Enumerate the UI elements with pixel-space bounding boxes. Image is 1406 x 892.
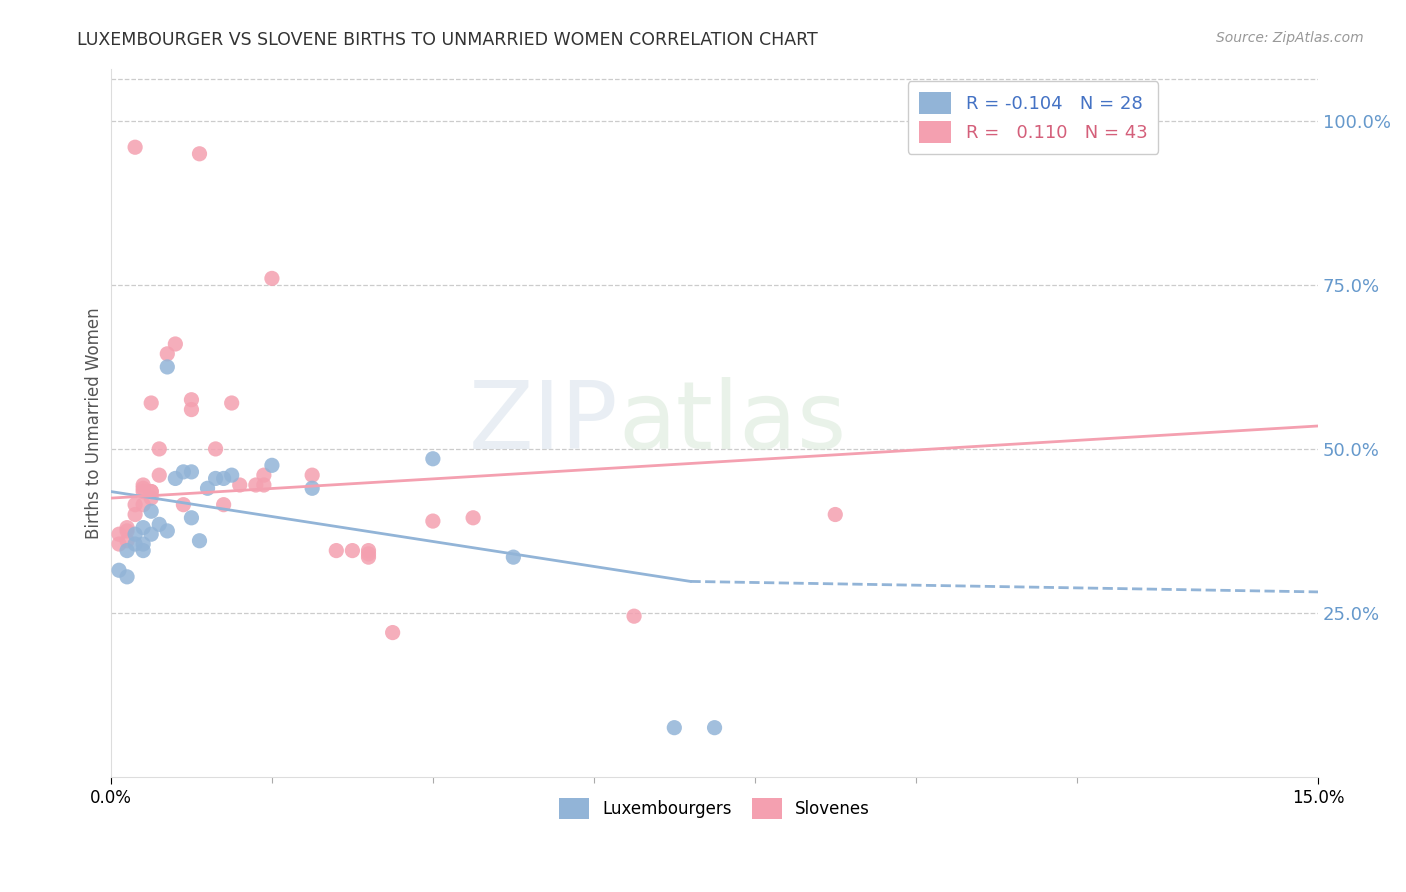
Point [180, 510, 202, 524]
Point [108, 527, 131, 541]
Point [229, 478, 252, 492]
Point [172, 498, 194, 512]
Point [148, 517, 170, 532]
Text: LUXEMBOURGER VS SLOVENE BIRTHS TO UNMARRIED WOMEN CORRELATION CHART: LUXEMBOURGER VS SLOVENE BIRTHS TO UNMARR… [77, 31, 818, 49]
Point [461, 510, 484, 524]
Point [664, 721, 686, 735]
Point [245, 478, 267, 492]
Point [422, 514, 444, 528]
Point [115, 533, 138, 548]
Point [141, 527, 163, 541]
Point [260, 271, 283, 285]
Point [180, 402, 202, 417]
Point [357, 550, 380, 565]
Point [212, 471, 235, 485]
Point [824, 508, 846, 522]
Point [172, 465, 194, 479]
Point [180, 465, 202, 479]
Point [124, 508, 146, 522]
Point [165, 337, 187, 351]
Point [260, 458, 283, 473]
Point [141, 484, 163, 499]
Point [156, 347, 179, 361]
Point [221, 396, 243, 410]
Point [703, 721, 725, 735]
Point [180, 392, 202, 407]
Point [132, 484, 155, 499]
Point [253, 468, 276, 483]
Text: atlas: atlas [619, 376, 846, 468]
Point [156, 524, 179, 538]
Point [141, 396, 163, 410]
Text: ZIP: ZIP [468, 376, 619, 468]
Point [148, 468, 170, 483]
Point [132, 481, 155, 495]
Point [148, 442, 170, 456]
Point [165, 471, 187, 485]
Point [422, 451, 444, 466]
Point [623, 609, 645, 624]
Point [381, 625, 404, 640]
Point [132, 537, 155, 551]
Point [141, 484, 163, 499]
Point [212, 498, 235, 512]
Y-axis label: Births to Unmarried Women: Births to Unmarried Women [86, 307, 103, 539]
Point [197, 481, 219, 495]
Point [141, 491, 163, 505]
Point [124, 498, 146, 512]
Point [132, 521, 155, 535]
Point [301, 481, 323, 495]
Point [188, 533, 211, 548]
Point [188, 146, 211, 161]
Point [132, 498, 155, 512]
Point [502, 550, 524, 565]
Point [141, 504, 163, 518]
Point [115, 570, 138, 584]
Point [108, 537, 131, 551]
Point [124, 527, 146, 541]
Point [124, 537, 146, 551]
Point [357, 547, 380, 561]
Point [115, 521, 138, 535]
Point [325, 543, 347, 558]
Point [124, 140, 146, 154]
Point [132, 543, 155, 558]
Point [115, 524, 138, 538]
Point [156, 359, 179, 374]
Point [115, 543, 138, 558]
Point [132, 478, 155, 492]
Legend: Luxembourgers, Slovenes: Luxembourgers, Slovenes [553, 791, 877, 825]
Point [204, 442, 226, 456]
Text: Source: ZipAtlas.com: Source: ZipAtlas.com [1216, 31, 1364, 45]
Point [253, 478, 276, 492]
Point [342, 543, 364, 558]
Point [204, 471, 226, 485]
Point [301, 468, 323, 483]
Point [221, 468, 243, 483]
Point [108, 563, 131, 577]
Point [357, 543, 380, 558]
